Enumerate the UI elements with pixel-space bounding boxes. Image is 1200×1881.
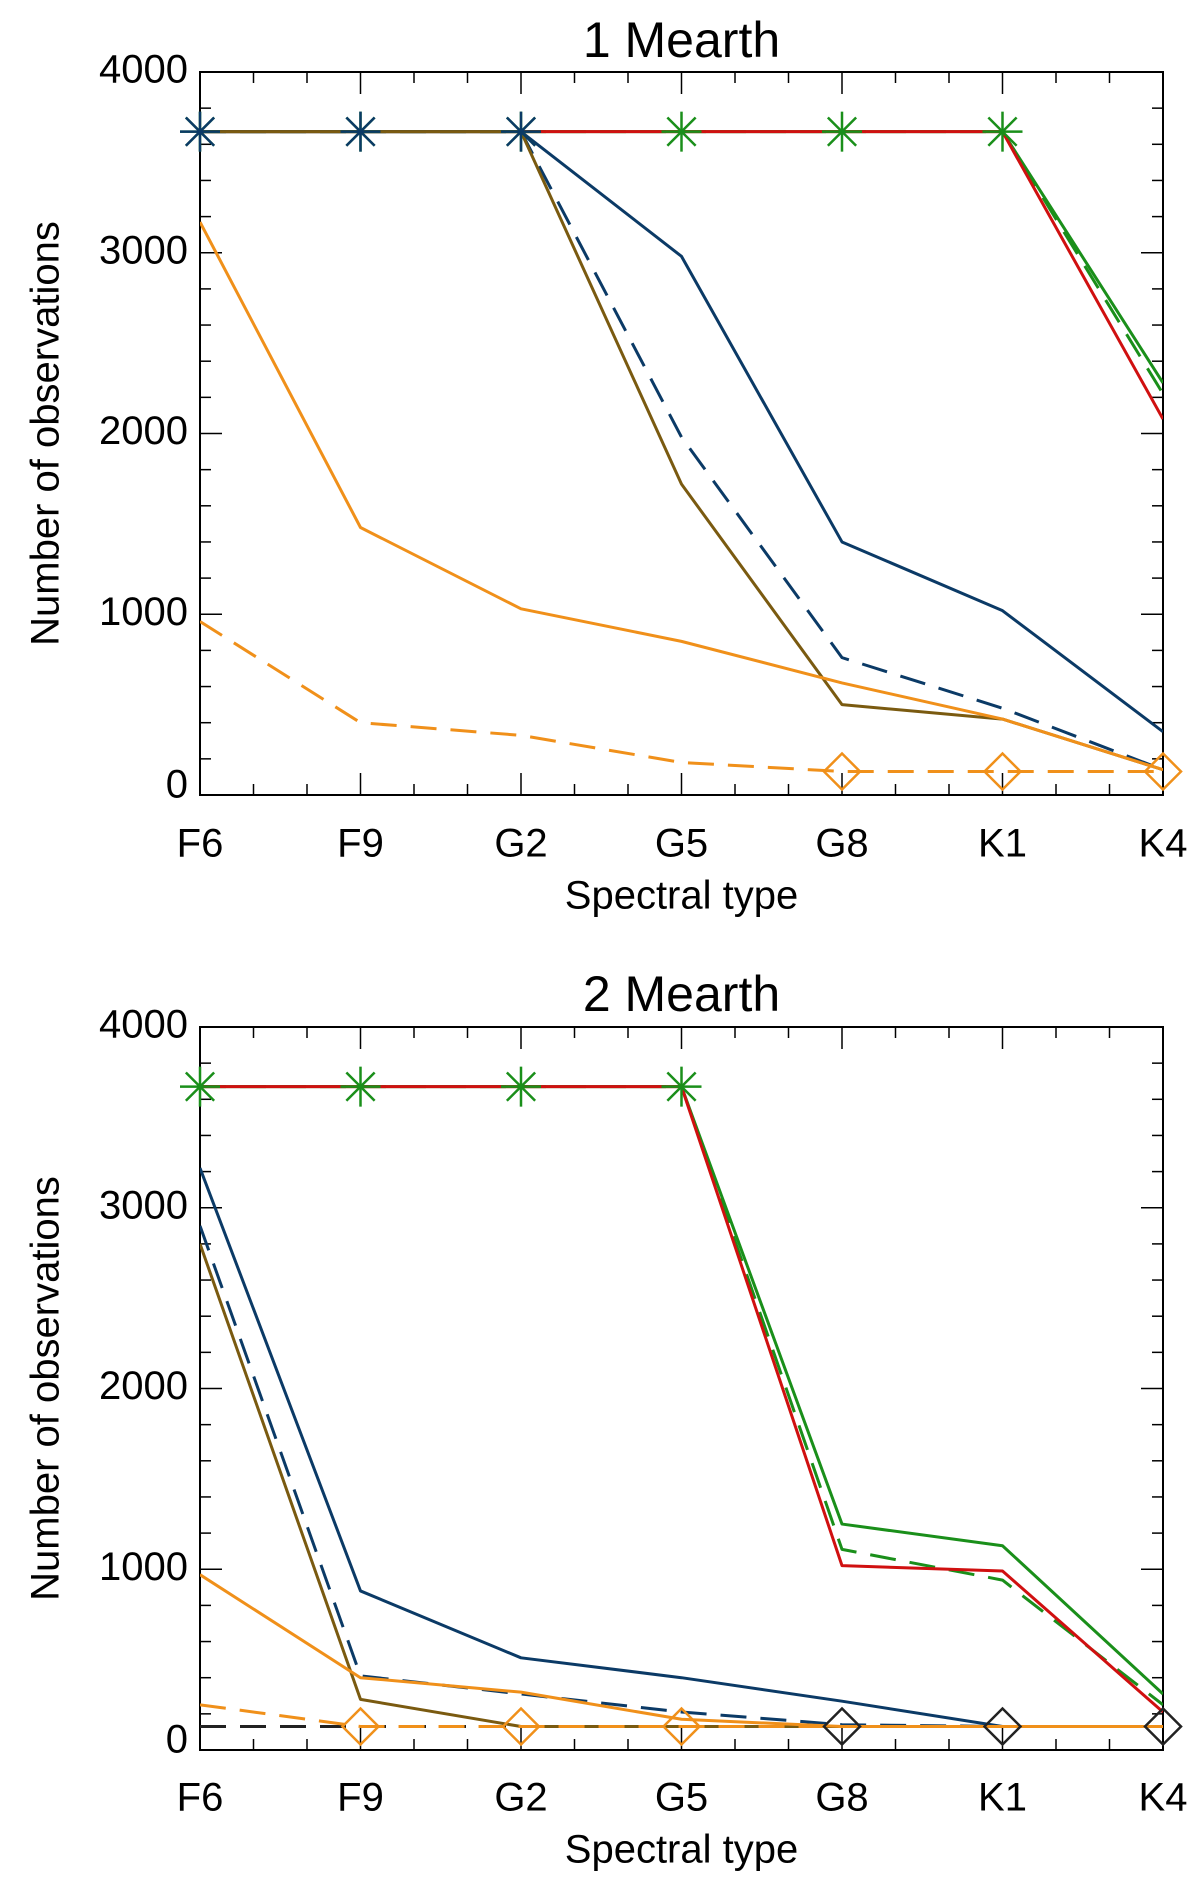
diamond-marker xyxy=(1143,751,1183,792)
diamond-marker xyxy=(501,1706,541,1747)
plot-frame xyxy=(199,1026,1164,1751)
x-axis-label: Spectral type xyxy=(565,1828,798,1872)
series-line-orange-solid xyxy=(200,221,1163,772)
x-tick-label: G2 xyxy=(494,822,547,866)
diamond-marker xyxy=(661,1706,702,1747)
x-tick-label: K1 xyxy=(978,822,1027,866)
x-tick-label: G8 xyxy=(815,822,868,866)
x-tick-label: F6 xyxy=(177,822,224,866)
series-line-orange-dashed xyxy=(200,1703,1163,1729)
y-axis-label: Number of observations xyxy=(24,221,68,646)
y-tick-label: 2000 xyxy=(99,1364,188,1408)
diamond-marker xyxy=(822,1706,862,1747)
diamond-marker xyxy=(340,1706,381,1747)
chart-title: 2 Mearth xyxy=(583,966,780,1022)
asterisk-marker xyxy=(180,111,220,152)
marker-group xyxy=(180,1066,1183,1747)
asterisk-marker xyxy=(661,111,702,152)
x-tick-label: F9 xyxy=(337,822,384,866)
chart-panel-2: 2 Mearth F6 F9 G2 G5 G8 K1 K4 0 1000 2000 3000 4000 S… xyxy=(24,966,1188,1871)
asterisk-marker xyxy=(501,111,541,152)
y-tick-label: 3000 xyxy=(99,228,188,272)
asterisk-marker xyxy=(180,1066,220,1107)
x-tick-label: K4 xyxy=(1139,1776,1188,1820)
asterisk-marker xyxy=(501,1066,541,1107)
x-tick-label: F9 xyxy=(337,1776,384,1820)
y-tick-label: 4000 xyxy=(99,1003,188,1047)
y-tick-label: 1000 xyxy=(99,1545,188,1589)
chart-panel-1: 1 Mearth F6 F9 G2 G5 G8 K1 K4 0 1000 2000 3000 4000 S… xyxy=(24,12,1188,917)
asterisk-marker xyxy=(340,1066,381,1107)
diamond-marker xyxy=(982,751,1023,792)
x-tick-label: G5 xyxy=(655,1776,708,1820)
diamond-marker xyxy=(822,751,862,792)
plot-frame xyxy=(199,71,1164,796)
y-axis-label: Number of observations xyxy=(24,1176,68,1601)
y-tick-label: 4000 xyxy=(99,48,188,92)
asterisk-marker xyxy=(661,1066,702,1107)
x-axis-label: Spectral type xyxy=(565,874,798,918)
y-tick-label: 3000 xyxy=(99,1183,188,1227)
x-tick-label: G2 xyxy=(494,1776,547,1820)
diamond-marker xyxy=(982,1706,1023,1747)
x-tick-label: G8 xyxy=(815,1776,868,1820)
y-tick-label: 1000 xyxy=(99,590,188,634)
chart-title: 1 Mearth xyxy=(583,12,780,68)
diamond-marker xyxy=(1143,1706,1183,1747)
marker-group xyxy=(180,111,1183,792)
x-tick-label: G5 xyxy=(655,822,708,866)
x-tick-label: K4 xyxy=(1139,822,1188,866)
y-tick-label: 0 xyxy=(166,1718,188,1762)
y-tick-label: 0 xyxy=(166,763,188,807)
y-tick-label: 2000 xyxy=(99,409,188,453)
asterisk-marker xyxy=(822,111,862,152)
axis-ticks xyxy=(199,71,1164,796)
asterisk-marker xyxy=(340,111,381,152)
x-tick-label: K1 xyxy=(978,1776,1027,1820)
x-tick-label: F6 xyxy=(177,1776,224,1820)
asterisk-marker xyxy=(982,111,1023,152)
